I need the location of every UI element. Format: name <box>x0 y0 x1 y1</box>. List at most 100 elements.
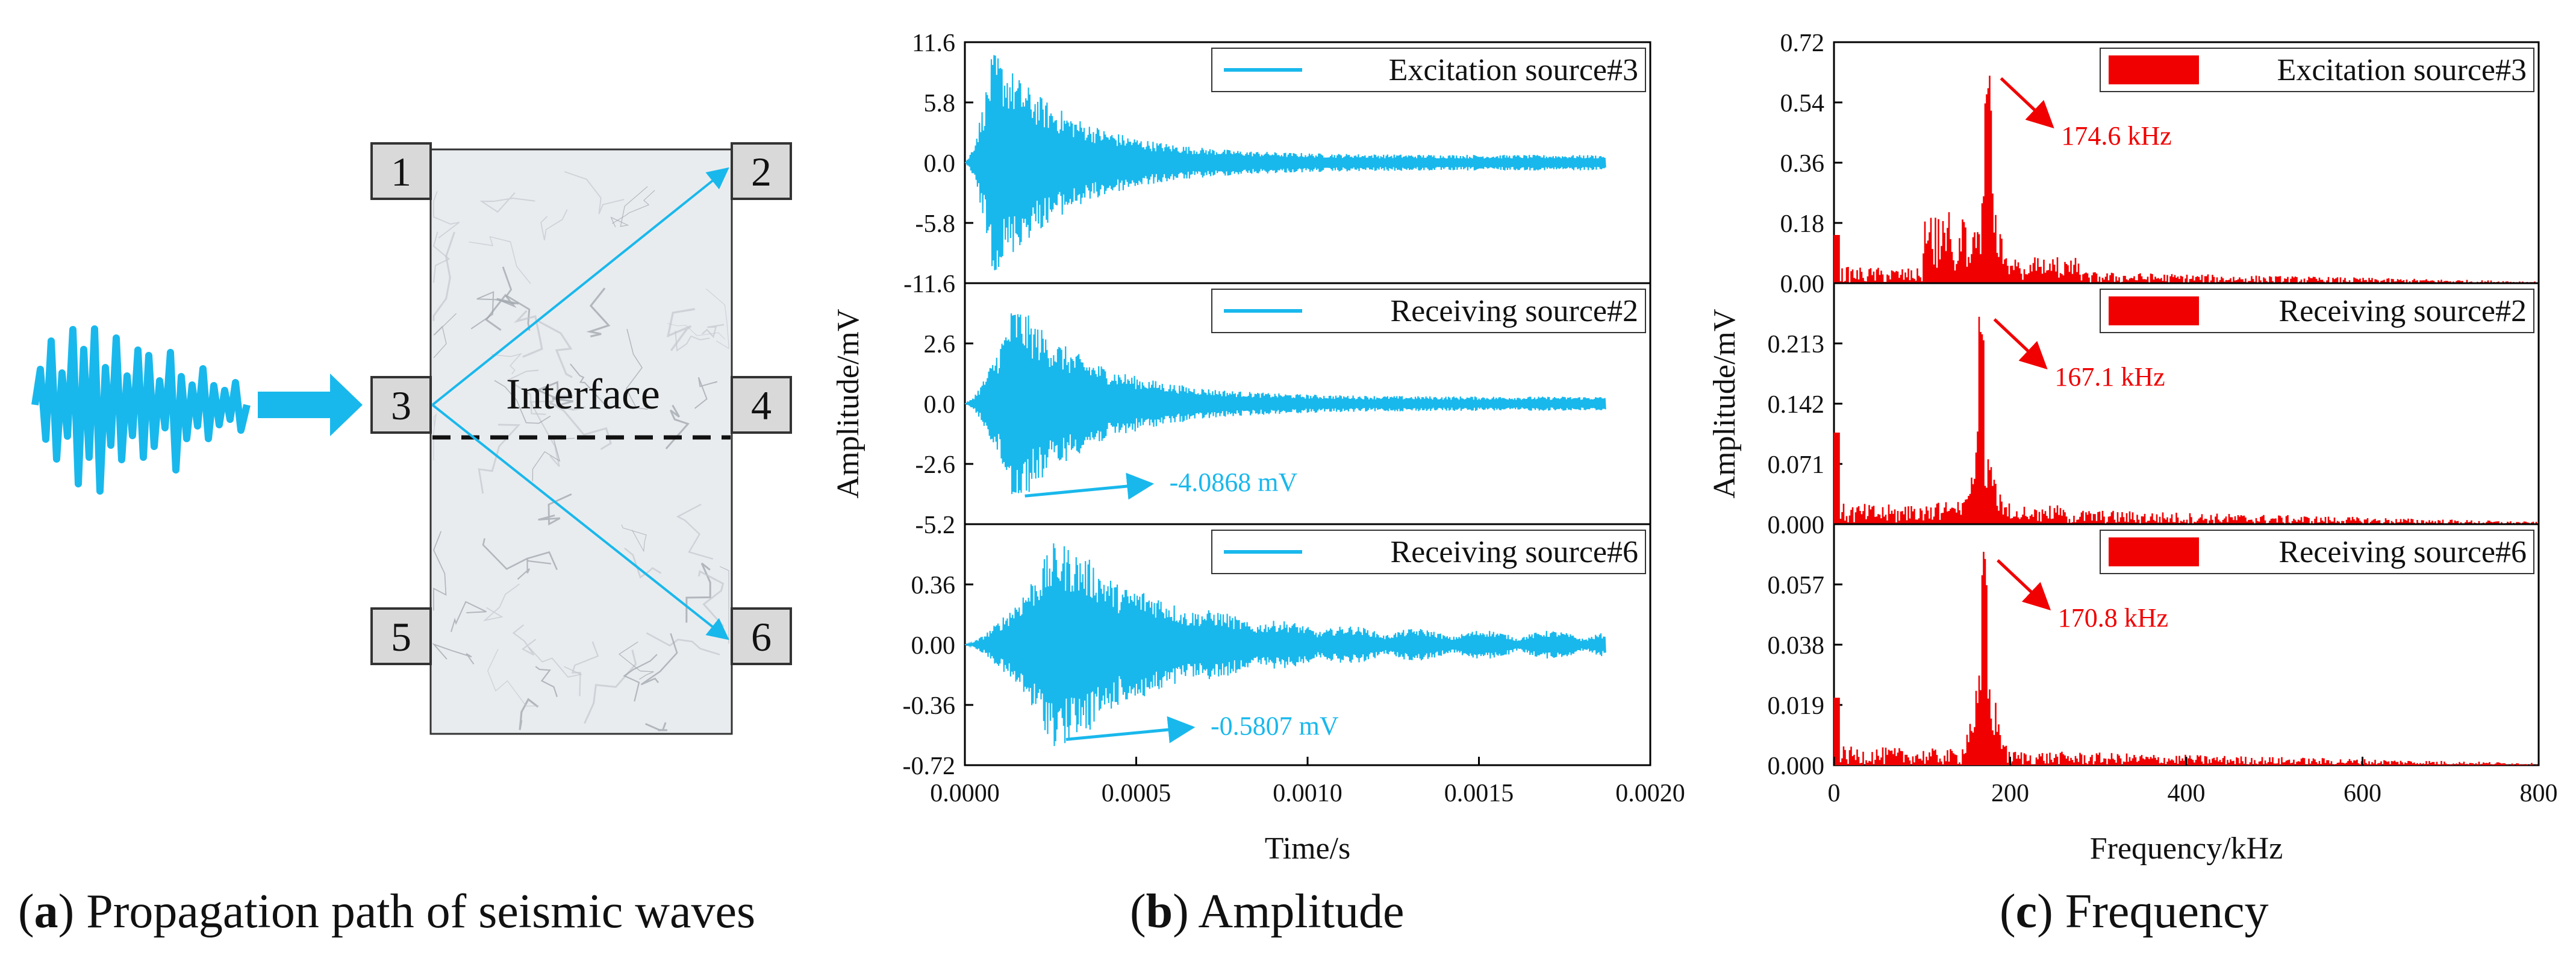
spectrum-bars <box>1833 316 2537 524</box>
marble-vein <box>675 330 710 352</box>
signal-trace <box>965 313 1606 494</box>
caption-a: (a) Propagation path of seismic waves <box>18 885 756 938</box>
y-tick-label: 0.019 <box>1768 692 1825 720</box>
annotation-arrow <box>2000 77 2054 129</box>
annotation-arrow <box>1065 716 1196 743</box>
legend-label: Receiving source#6 <box>2278 535 2527 569</box>
spectrum-bars <box>1833 75 2537 283</box>
annotation-label: -0.5807 mV <box>1211 711 1339 740</box>
caption-b: (b) Amplitude <box>1130 885 1405 938</box>
caption-c-letter: c <box>2015 885 2038 938</box>
annotation-arrow <box>1993 318 2048 370</box>
y-tick-label: 0.36 <box>911 572 956 599</box>
x-tick-label: 200 <box>1991 780 2029 807</box>
y-tick-label: 0.00 <box>1780 271 1825 298</box>
legend-label: Receiving source#2 <box>1390 294 1638 328</box>
interface-label: Interface <box>506 370 660 418</box>
signal-trace <box>965 543 1606 746</box>
marble-vein <box>432 643 475 665</box>
sensor-box-6: 6 <box>731 607 792 665</box>
y-tick-label: 0.000 <box>1768 753 1825 780</box>
y-tick-label: -2.6 <box>915 451 956 479</box>
caption-b-letter: b <box>1146 885 1173 938</box>
y-tick-label: 0.071 <box>1768 451 1825 479</box>
sensor-box-1: 1 <box>370 142 432 200</box>
y-tick-label: -0.36 <box>903 692 956 720</box>
y-tick-label: 0.213 <box>1768 331 1825 358</box>
marble-vein <box>611 190 655 224</box>
svg-text:4: 4 <box>751 383 772 428</box>
marble-vein <box>502 266 531 331</box>
marble-vein <box>586 287 611 337</box>
marble-vein <box>494 380 551 424</box>
marble-vein <box>623 654 658 702</box>
marble-vein <box>610 186 648 228</box>
y-tick-label: 5.8 <box>924 90 956 117</box>
panel-a-propagation-diagram: Interface 1 2 3 4 5 6 <box>31 142 792 735</box>
marble-vein <box>640 633 678 686</box>
marble-vein <box>487 649 539 707</box>
subplot-2: 0.213 0.142 0.071 0.000 Receiving source#2 16… <box>1768 282 2540 539</box>
subplot-3: 0.057 0.038 0.019 0.000 Receiving source#6 17… <box>1768 523 2540 780</box>
marble-vein <box>625 328 648 410</box>
marble-vein <box>529 400 560 467</box>
legend-color-swatch <box>2109 296 2199 325</box>
svg-text:3: 3 <box>391 383 411 428</box>
marble-vein <box>666 308 696 351</box>
y-tick-label: -0.72 <box>903 753 956 780</box>
marble-vein <box>618 641 654 680</box>
y-tick-label: 0.00 <box>911 632 956 660</box>
marble-texture <box>432 171 729 731</box>
marble-vein <box>535 666 558 697</box>
signal-trace <box>965 55 1606 271</box>
marble-vein <box>479 192 535 213</box>
sensor-box-5: 5 <box>370 607 432 665</box>
caption-a-text: Propagation path of seismic waves <box>86 885 756 938</box>
y-axis-label: Amplitude/mV <box>1707 309 1742 499</box>
caption-b-text: Amplitude <box>1198 885 1405 938</box>
y-axis-label: Amplitude/mV <box>831 309 865 499</box>
marble-vein <box>433 313 457 358</box>
marble-vein <box>667 323 726 340</box>
annotation-label: 170.8 kHz <box>2058 603 2168 633</box>
y-tick-label: 0.54 <box>1780 90 1825 117</box>
y-tick-label: -5.8 <box>915 210 956 238</box>
marble-vein <box>432 231 451 283</box>
marble-vein <box>685 562 711 623</box>
x-tick-label: 400 <box>2168 780 2206 807</box>
marble-vein <box>513 310 543 358</box>
y-tick-label: 2.6 <box>924 331 956 358</box>
x-tick-label: 0.0000 <box>930 780 1000 807</box>
annotation-arrow <box>1024 472 1155 500</box>
marble-vein <box>433 531 447 611</box>
marble-vein <box>705 288 729 349</box>
x-tick-label: 800 <box>2520 780 2558 807</box>
marble-vein <box>538 493 572 526</box>
x-tick-label: 0.0010 <box>1273 780 1343 807</box>
sensor-box-3: 3 <box>370 376 432 434</box>
subplot-1: 11.6 5.8 0.0 -5.8 -11.6 Excitation source#3 <box>903 30 1651 298</box>
marble-vein <box>482 538 558 571</box>
caption-c-text: Frequency <box>2065 885 2269 938</box>
marble-vein <box>482 583 520 622</box>
subplot-1: 0.72 0.54 0.36 0.18 0.00 Excitation source#3 1… <box>1780 30 2540 298</box>
y-tick-label: 11.6 <box>912 30 955 57</box>
marble-vein <box>676 504 714 560</box>
marble-vein <box>549 395 586 411</box>
annotation-label: 167.1 kHz <box>2054 362 2165 392</box>
marble-vein <box>469 236 531 284</box>
marble-vein <box>584 649 637 724</box>
legend-label: Excitation source#3 <box>2277 53 2527 87</box>
svg-text:5: 5 <box>391 614 411 660</box>
x-axis-label: Frequency/kHz <box>2090 831 2283 866</box>
marble-vein <box>517 559 552 580</box>
marble-vein <box>451 601 487 633</box>
marble-vein <box>478 424 521 494</box>
x-tick-label: 600 <box>2344 780 2381 807</box>
marble-vein <box>540 209 568 240</box>
svg-text:1: 1 <box>391 149 411 195</box>
y-tick-label: 0.36 <box>1780 150 1825 178</box>
y-tick-label: -5.2 <box>915 512 956 539</box>
y-tick-label: 0.18 <box>1780 210 1825 238</box>
y-tick-label: 0.057 <box>1768 572 1825 599</box>
